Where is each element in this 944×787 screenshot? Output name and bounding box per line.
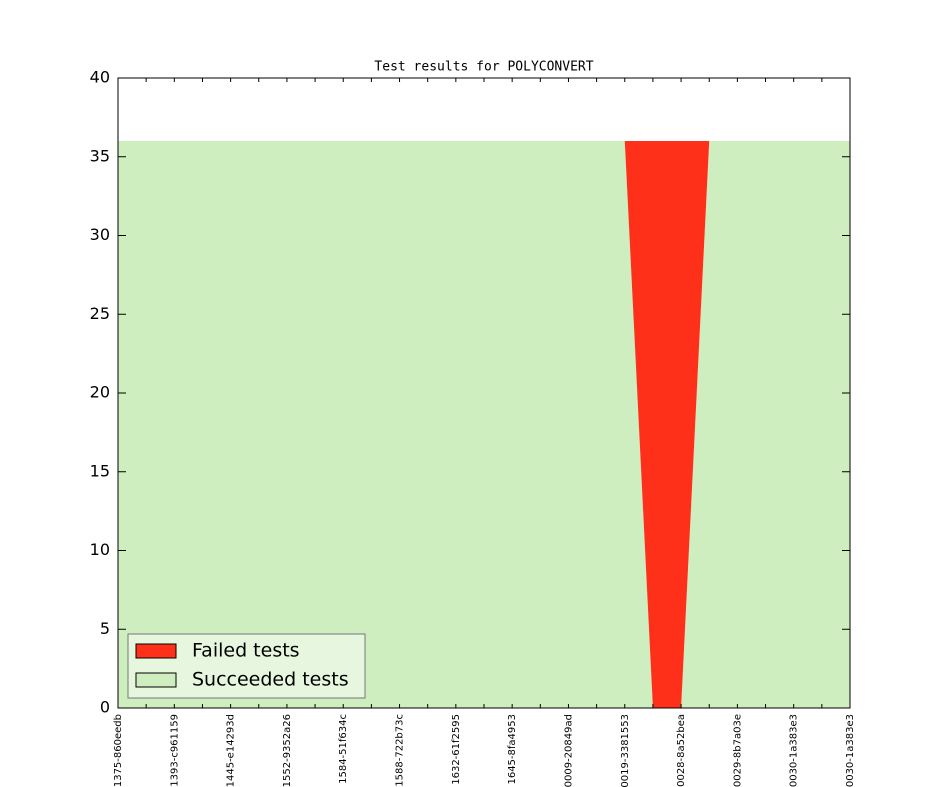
y-tick-label: 35 bbox=[90, 146, 110, 165]
legend-label: Failed tests bbox=[192, 640, 300, 662]
legend-swatch bbox=[135, 672, 177, 688]
x-tick-label: 0009-20849ad bbox=[563, 714, 574, 787]
x-tick-label: 1393-c961159 bbox=[169, 714, 180, 787]
y-tick-label: 5 bbox=[100, 619, 110, 638]
y-tick-label: 30 bbox=[90, 225, 110, 244]
area bbox=[118, 141, 850, 708]
legend-swatch bbox=[135, 643, 177, 659]
x-tick-label: 1645-8fa4953 bbox=[507, 714, 518, 785]
y-tick-label: 10 bbox=[90, 540, 110, 559]
y-tick-label: 0 bbox=[100, 698, 110, 717]
x-tick-label: 1588-722b73c bbox=[395, 714, 406, 787]
chart-title: Test results for POLYCONVERT bbox=[374, 60, 593, 75]
x-tick-label: 0019-3381553 bbox=[620, 714, 631, 787]
x-tick-label: 0029-8b7a03e bbox=[732, 714, 743, 787]
y-tick-label: 20 bbox=[90, 383, 110, 402]
x-tick-label: 0030-1a383e3 bbox=[845, 714, 856, 787]
x-tick-label: 0028-8a52bea bbox=[676, 714, 687, 787]
y-tick-label: 25 bbox=[90, 304, 110, 323]
x-tick-label: 0030-1a383e3 bbox=[789, 714, 800, 787]
x-tick-label: 1445-e14293d bbox=[226, 714, 237, 787]
legend-label: Succeeded tests bbox=[192, 669, 349, 691]
x-tick-label: 1584-51f634c bbox=[338, 714, 349, 784]
y-tick-label: 15 bbox=[90, 461, 110, 480]
area bbox=[118, 141, 850, 708]
x-tick-label: 1375-860eedb bbox=[113, 714, 124, 787]
legend: Failed tests Succeeded tests bbox=[127, 633, 366, 699]
x-tick-label: 1632-61f2595 bbox=[451, 714, 462, 785]
x-tick-label: 1552-9352a26 bbox=[282, 714, 293, 787]
y-tick-label: 40 bbox=[90, 68, 110, 87]
